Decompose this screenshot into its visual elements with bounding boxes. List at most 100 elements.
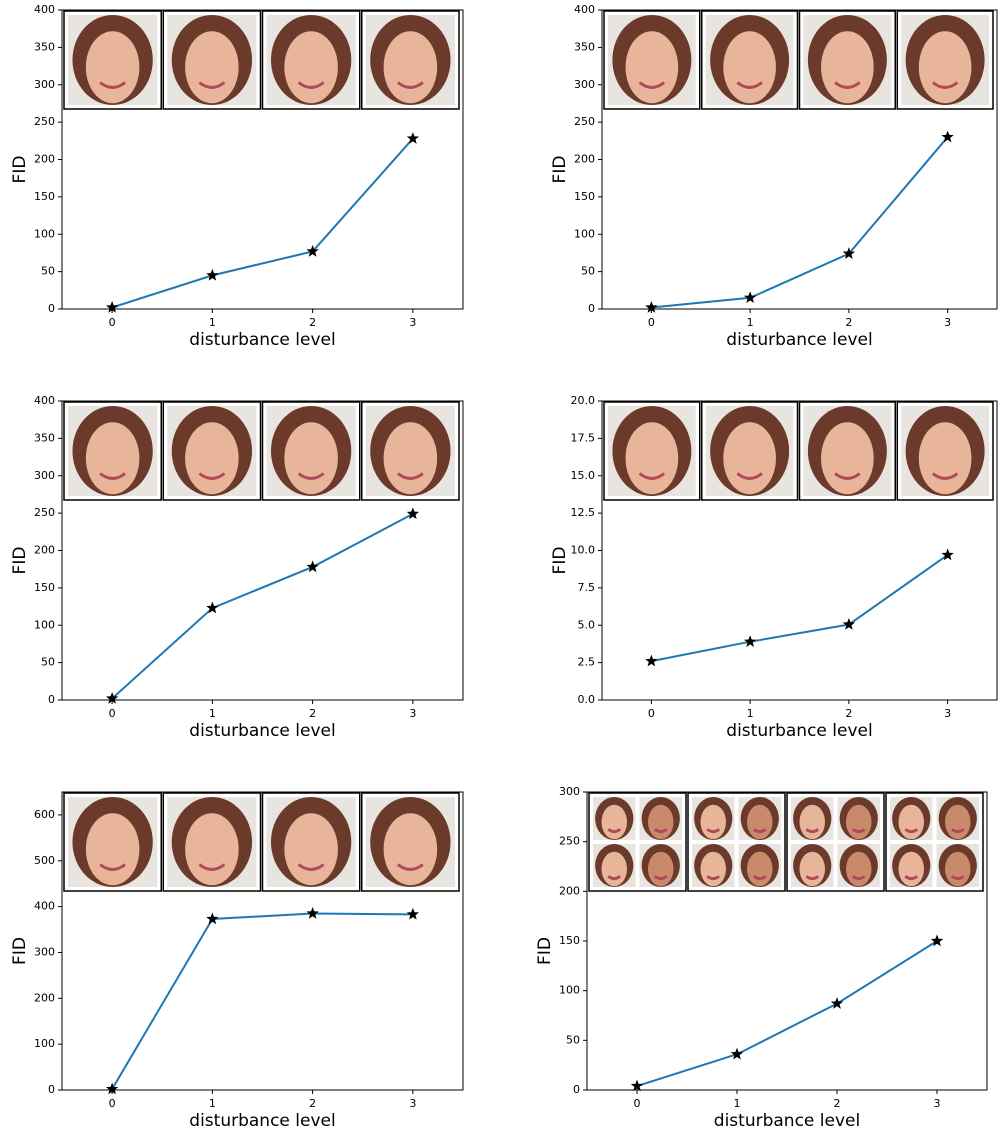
y-tick-label: 250: [34, 115, 55, 128]
face: [648, 804, 674, 840]
smile: [706, 875, 721, 881]
smile: [805, 875, 820, 881]
face: [945, 804, 971, 840]
face: [846, 851, 872, 887]
x-tick-label: 3: [944, 707, 951, 720]
point-marker: [743, 291, 757, 304]
point-marker: [842, 618, 856, 630]
face: [625, 31, 679, 104]
smile: [607, 875, 622, 881]
x-axis-label: disturbance level: [189, 721, 335, 741]
point-marker: [306, 244, 319, 257]
x-axis-label: disturbance level: [726, 330, 872, 350]
smile: [736, 81, 763, 89]
y-tick-label: 300: [34, 78, 55, 91]
y-tick-label: 200: [574, 153, 595, 166]
y-tick-label: 400: [34, 394, 55, 407]
point-marker: [105, 1082, 119, 1095]
y-tick-label: 250: [574, 115, 595, 128]
smile: [851, 875, 866, 881]
y-tick-label: 5.0: [578, 618, 596, 631]
y-axis-label: FID: [550, 156, 570, 184]
x-tick-label: 3: [409, 316, 416, 329]
face: [85, 31, 140, 104]
smile: [297, 863, 325, 871]
y-tick-label: 0: [588, 302, 595, 315]
smile: [638, 472, 666, 480]
x-tick-label: 2: [309, 1097, 316, 1110]
face: [185, 31, 239, 104]
point-marker: [645, 654, 658, 667]
y-tick-label: 300: [574, 78, 595, 91]
y-tick-label: 400: [34, 900, 55, 913]
x-tick-label: 0: [109, 707, 116, 720]
thumbnail-strip: [63, 401, 460, 501]
x-tick-label: 0: [648, 316, 655, 329]
face: [383, 813, 438, 886]
smile: [950, 828, 965, 834]
x-tick-label: 3: [409, 707, 416, 720]
x-tick-label: 3: [409, 1097, 416, 1110]
x-axis-label: disturbance level: [726, 721, 872, 741]
axes-frame: [61, 791, 464, 1091]
point-marker: [306, 906, 319, 919]
face: [723, 31, 776, 104]
face: [799, 804, 825, 840]
smile: [752, 828, 767, 834]
y-axis-label: FID: [10, 156, 30, 184]
face: [918, 422, 972, 495]
smile: [950, 875, 965, 881]
y-tick-label: 500: [34, 854, 55, 867]
y-tick-label: 0: [48, 302, 55, 315]
y-tick-label: 10.0: [571, 544, 596, 557]
point-marker: [941, 548, 954, 561]
smile: [706, 828, 721, 834]
x-tick-label: 1: [734, 1097, 741, 1110]
x-tick-label: 1: [747, 707, 754, 720]
smile: [198, 81, 226, 89]
smile: [851, 828, 866, 834]
point-marker: [206, 601, 219, 614]
y-tick-label: 400: [574, 3, 595, 16]
face: [700, 804, 726, 840]
y-tick-label: 300: [34, 945, 55, 958]
point-marker: [406, 907, 420, 920]
y-tick-label: 50: [566, 1033, 580, 1046]
y-tick-label: 50: [581, 265, 595, 278]
point-marker: [306, 560, 319, 573]
face: [601, 851, 627, 887]
smile: [931, 81, 959, 89]
face: [185, 813, 239, 886]
y-tick-label: 100: [574, 227, 595, 240]
point-marker: [630, 1079, 644, 1092]
smile: [904, 828, 919, 834]
smile: [653, 828, 668, 834]
y-tick-label: 50: [41, 656, 55, 669]
x-tick-label: 1: [747, 316, 754, 329]
y-tick-label: 350: [574, 40, 595, 53]
y-tick-label: 150: [34, 581, 55, 594]
y-tick-label: 300: [34, 469, 55, 482]
y-tick-label: 12.5: [571, 506, 596, 519]
y-tick-label: 200: [559, 884, 580, 897]
y-tick-label: 350: [34, 40, 55, 53]
y-axis-label: FID: [550, 547, 570, 575]
face: [383, 31, 438, 104]
face: [898, 851, 924, 887]
point-marker: [105, 692, 119, 704]
x-tick-label: 1: [209, 707, 216, 720]
point-marker: [941, 130, 954, 143]
series-line: [636, 940, 938, 1087]
x-axis-label: disturbance level: [714, 1111, 860, 1131]
thumbnail-strip: [63, 10, 460, 110]
y-tick-label: 2.5: [578, 656, 596, 669]
face: [648, 851, 674, 887]
smile: [607, 828, 622, 834]
point-marker: [730, 1047, 744, 1060]
x-tick-label: 0: [634, 1097, 641, 1110]
point-marker: [743, 635, 757, 647]
point-marker: [206, 268, 219, 281]
smile: [638, 81, 666, 89]
face: [799, 851, 825, 887]
